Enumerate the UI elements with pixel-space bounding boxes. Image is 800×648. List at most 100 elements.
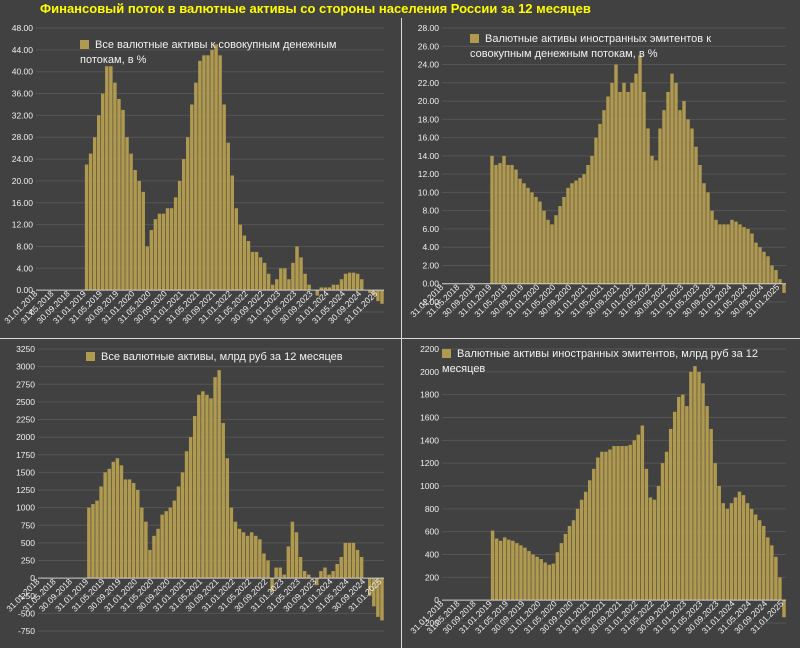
bar xyxy=(494,165,498,284)
bar xyxy=(192,415,197,579)
bar xyxy=(121,109,125,291)
bar xyxy=(153,219,158,291)
bar xyxy=(510,165,514,284)
y-tick-label: 0.00 xyxy=(422,279,439,289)
bar xyxy=(246,241,251,291)
bar xyxy=(299,257,303,291)
y-tick-label: 2000 xyxy=(420,367,439,377)
bar xyxy=(563,533,568,601)
bar xyxy=(105,66,109,291)
bar xyxy=(664,451,669,601)
y-tick-label: 2000 xyxy=(16,432,35,442)
bar xyxy=(141,191,145,291)
bar xyxy=(368,578,372,596)
bar xyxy=(225,458,230,579)
bar xyxy=(258,539,262,579)
bar xyxy=(567,525,572,601)
y-tick-label: 1400 xyxy=(420,435,439,445)
bar xyxy=(327,574,331,579)
bar xyxy=(306,574,311,579)
bar xyxy=(241,532,246,579)
bar xyxy=(534,196,538,284)
bar xyxy=(355,273,360,291)
bar xyxy=(766,256,770,284)
bar xyxy=(184,451,189,579)
bar xyxy=(754,242,758,284)
bar xyxy=(530,192,534,284)
legend-label: Валютные активы иностранных эмитентов к … xyxy=(470,33,712,60)
bar xyxy=(626,91,630,284)
bar xyxy=(559,543,564,601)
bar xyxy=(87,507,91,579)
y-tick-label: 10.00 xyxy=(418,187,440,197)
bar xyxy=(152,535,156,579)
bar xyxy=(757,520,762,601)
bar xyxy=(648,497,653,601)
bar xyxy=(705,406,709,601)
y-tick-label: 500 xyxy=(21,538,35,548)
bar xyxy=(160,514,164,579)
bar xyxy=(202,55,206,291)
bar xyxy=(331,571,335,579)
bar xyxy=(702,183,706,284)
bar xyxy=(291,262,295,291)
y-tick-label: 14.00 xyxy=(418,151,440,161)
bar xyxy=(250,251,255,291)
bar xyxy=(368,290,372,293)
bar xyxy=(594,137,598,284)
y-tick-label: -500 xyxy=(18,608,35,618)
bar xyxy=(113,82,117,291)
bar xyxy=(646,128,650,284)
bar xyxy=(339,279,344,291)
y-tick-label: 4.00 xyxy=(16,263,33,273)
bar xyxy=(575,508,580,601)
bar xyxy=(682,101,686,284)
bar xyxy=(282,574,287,579)
bar xyxy=(221,423,225,579)
bar xyxy=(99,486,103,579)
bar xyxy=(737,491,742,601)
bar xyxy=(778,279,782,284)
bar xyxy=(758,247,762,284)
bar xyxy=(323,567,327,579)
y-tick-label: 1200 xyxy=(420,458,439,468)
bar xyxy=(709,428,713,601)
bar xyxy=(518,178,522,284)
bar xyxy=(137,180,141,291)
y-tick-label: -750 xyxy=(18,626,35,636)
bar xyxy=(218,55,222,291)
bar xyxy=(618,91,622,284)
bar xyxy=(201,391,205,579)
y-tick-label: 24.00 xyxy=(418,60,440,70)
bar xyxy=(774,270,778,284)
bar xyxy=(319,571,323,579)
bar xyxy=(531,554,535,601)
bar xyxy=(229,507,234,579)
bar xyxy=(636,434,641,601)
bar xyxy=(307,284,311,291)
y-tick-label: 250 xyxy=(21,556,35,566)
y-tick-label: 16.00 xyxy=(418,133,440,143)
y-tick-label: 1750 xyxy=(16,450,35,460)
chart-panel-1: -4 0.00 4.00 8.00 12.00 16.00 20.00 24.00 28.00 3… xyxy=(0,18,400,338)
y-tick-label: 18.00 xyxy=(418,114,440,124)
bar xyxy=(119,465,124,579)
y-tick-label: 0 xyxy=(434,595,439,605)
legend-3: Все валютные активы, млрд руб за 12 меся… xyxy=(86,350,386,365)
bar xyxy=(245,535,250,579)
bar xyxy=(290,521,295,579)
bar xyxy=(570,183,574,284)
y-tick-label: 20.00 xyxy=(418,96,440,106)
bar xyxy=(725,508,730,601)
bar xyxy=(624,446,628,601)
bar xyxy=(745,503,750,601)
legend-swatch xyxy=(442,349,451,358)
bar xyxy=(592,468,596,601)
bar xyxy=(96,115,101,291)
bar xyxy=(527,551,531,601)
bar xyxy=(238,224,243,291)
bar xyxy=(616,446,620,601)
bar xyxy=(698,165,702,284)
y-tick-label: 44.00 xyxy=(12,45,34,55)
bar xyxy=(706,192,710,284)
